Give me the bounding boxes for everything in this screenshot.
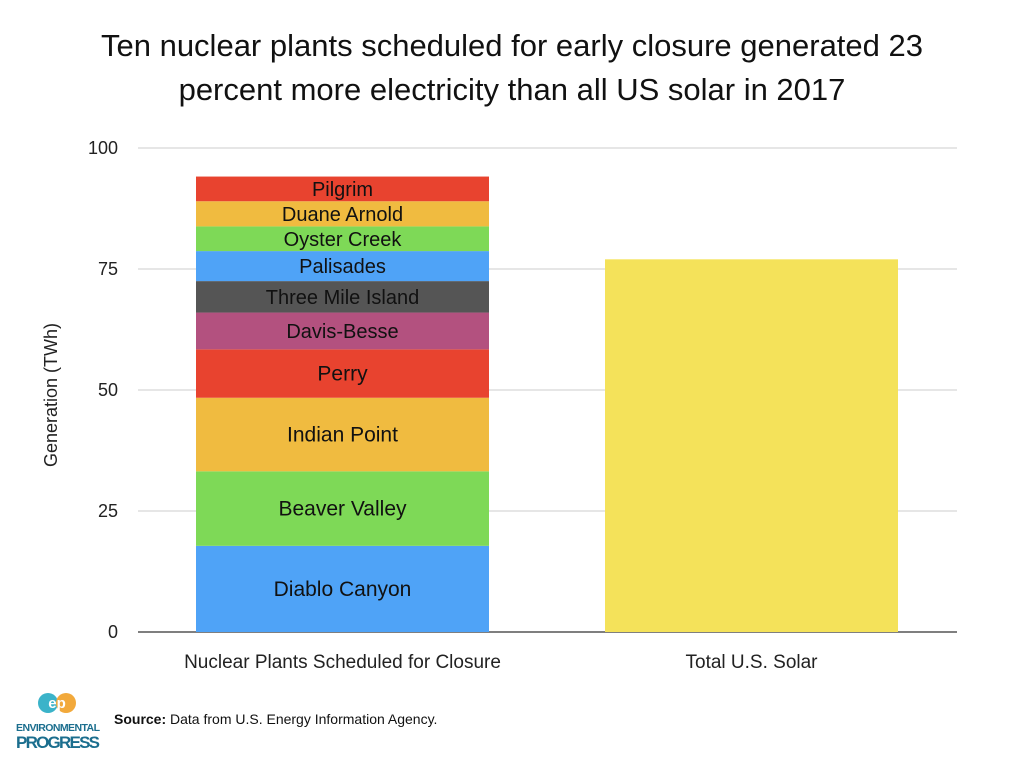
- ep-logo-mark-icon: ep: [38, 693, 76, 713]
- bar-segment-label: Three Mile Island: [266, 287, 419, 309]
- bar-segment-label: Indian Point: [287, 424, 398, 447]
- bar-segment: [196, 201, 489, 227]
- bar-segment: [196, 312, 489, 350]
- chart-title-line-2: percent more electricity than all US sol…: [178, 72, 846, 107]
- x-category-label: Nuclear Plants Scheduled for Closure: [184, 652, 501, 673]
- logo-mark-text: ep: [48, 695, 66, 712]
- source-label: Source:: [114, 711, 167, 727]
- bar-segment: [196, 226, 489, 252]
- bar-segment-label: Oyster Creek: [284, 229, 403, 251]
- y-tick-label: 50: [98, 380, 118, 400]
- bar-segment-label: Diablo Canyon: [274, 578, 412, 601]
- bar-segment: [196, 176, 489, 202]
- bar-segment: [196, 251, 489, 282]
- source-note: Source: Data from U.S. Energy Informatio…: [114, 711, 437, 727]
- logo-line-2: PROGRESS: [16, 733, 100, 752]
- bar-segment-label: Palisades: [299, 256, 386, 278]
- y-tick-label: 0: [108, 622, 118, 642]
- x-category-label: Total U.S. Solar: [686, 652, 819, 673]
- bar-segment-label: Perry: [317, 363, 368, 386]
- bar-segment-label: Davis-Besse: [286, 321, 398, 343]
- bar-segment: [196, 397, 489, 472]
- y-tick-label: 100: [88, 138, 118, 158]
- bar-segment: [196, 471, 489, 546]
- bar-segment-label: Pilgrim: [312, 179, 373, 201]
- bar-segment-label: Duane Arnold: [282, 204, 403, 226]
- y-axis-label: Generation (TWh): [41, 323, 61, 467]
- y-tick-label: 25: [98, 501, 118, 521]
- bar-segment: [196, 349, 489, 398]
- bar-segment: [196, 281, 489, 313]
- chart-title-line-1: Ten nuclear plants scheduled for early c…: [100, 28, 923, 63]
- y-tick-label: 75: [98, 259, 118, 279]
- logo-line-1: ENVIRONMENTAL: [16, 722, 101, 734]
- chart-title: Ten nuclear plants scheduled for early c…: [20, 24, 1004, 112]
- bar: [605, 259, 898, 632]
- environmental-progress-logo: ep ENVIRONMENTAL PROGRESS: [16, 693, 101, 752]
- source-text: Data from U.S. Energy Information Agency…: [170, 711, 438, 727]
- bar-segment-label: Beaver Valley: [278, 498, 407, 521]
- bar-segment: [196, 545, 489, 632]
